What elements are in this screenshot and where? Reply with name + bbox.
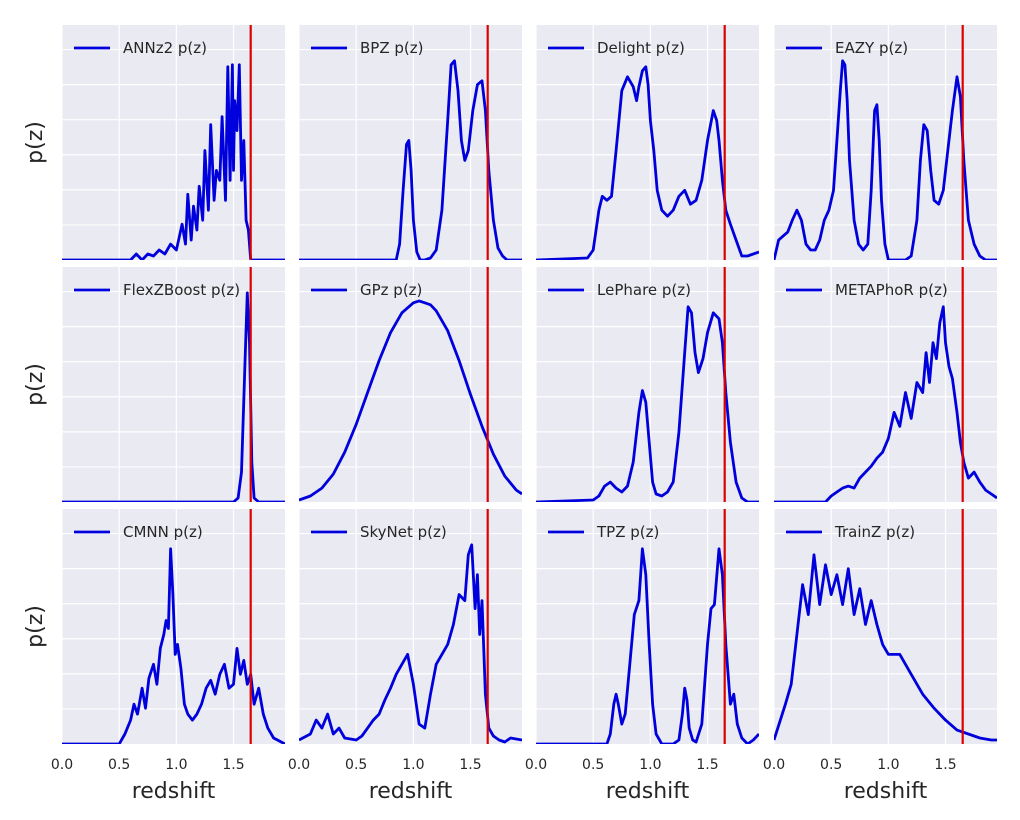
legend-label: GPz p(z) xyxy=(360,281,422,299)
x-tick-label: 0.0 xyxy=(763,757,785,773)
panel-8: CMNN p(z) p(z) 0.0 0.5 1.0 1.5 redshift xyxy=(23,509,285,804)
pz-curve xyxy=(536,65,759,260)
pz-curve xyxy=(774,553,997,742)
x-tick-label: 0.5 xyxy=(820,757,842,773)
legend-label: Delight p(z) xyxy=(597,39,685,57)
panel-background xyxy=(774,25,997,260)
panel-2: Delight p(z) xyxy=(535,25,759,260)
legend-label: LePhare p(z) xyxy=(597,281,691,299)
x-tick-label: 0.0 xyxy=(51,757,73,773)
pz-curve xyxy=(62,291,285,502)
y-axis-label: p(z) xyxy=(23,605,48,648)
x-tick-label: 1.0 xyxy=(165,757,187,773)
panel-7: METAPhoR p(z) xyxy=(773,267,997,502)
pz-curve xyxy=(299,543,522,744)
x-tick-label: 1.0 xyxy=(877,757,899,773)
x-tick-label: 0.5 xyxy=(582,757,604,773)
x-tick-label: 0.0 xyxy=(525,757,547,773)
x-axis-label: redshift xyxy=(369,779,453,804)
legend-label: TrainZ p(z) xyxy=(834,523,915,541)
panel-background xyxy=(536,267,759,502)
pz-curve xyxy=(536,547,759,744)
pz-curve xyxy=(299,299,522,502)
pz-curve xyxy=(62,63,285,260)
panel-11: TrainZ p(z) 0.0 0.5 1.0 1.5 redshift xyxy=(763,509,997,804)
panel-background xyxy=(774,509,997,744)
y-axis-label: p(z) xyxy=(23,363,48,406)
pz-curve xyxy=(774,305,997,502)
x-tick-label: 1.0 xyxy=(639,757,661,773)
x-tick-label: 1.5 xyxy=(696,757,718,773)
legend-label: CMNN p(z) xyxy=(123,523,203,541)
x-tick-label: 0.5 xyxy=(108,757,130,773)
panel-10: TPZ p(z) 0.0 0.5 1.0 1.5 redshift xyxy=(525,509,759,804)
legend-label: SkyNet p(z) xyxy=(360,523,447,541)
pz-curve xyxy=(536,305,759,502)
x-tick-label: 0.0 xyxy=(288,757,310,773)
legend-label: FlexZBoost p(z) xyxy=(123,281,240,299)
x-tick-label: 0.5 xyxy=(345,757,367,773)
panel-background xyxy=(774,267,997,502)
panel-6: LePhare p(z) xyxy=(535,267,759,502)
pz-curve xyxy=(299,59,522,260)
y-axis-label: p(z) xyxy=(23,121,48,164)
legend-label: ANNz2 p(z) xyxy=(123,39,207,57)
x-tick-label: 1.5 xyxy=(934,757,956,773)
legend-label: EAZY p(z) xyxy=(835,39,908,57)
panel-background xyxy=(299,25,522,260)
x-tick-label: 1.5 xyxy=(459,757,481,773)
x-tick-label: 1.5 xyxy=(222,757,244,773)
panel-background xyxy=(536,25,759,260)
panel-background xyxy=(299,509,522,744)
panel-1: BPZ p(z) xyxy=(298,25,522,260)
x-axis-label: redshift xyxy=(844,779,928,804)
x-tick-label: 1.0 xyxy=(402,757,424,773)
panel-4: FlexZBoost p(z) p(z) xyxy=(23,267,285,502)
legend-label: BPZ p(z) xyxy=(360,39,423,57)
panel-5: GPz p(z) xyxy=(298,267,522,502)
pz-curve xyxy=(774,59,997,260)
x-axis-label: redshift xyxy=(606,779,690,804)
panel-3: EAZY p(z) xyxy=(773,25,997,260)
legend-label: TPZ p(z) xyxy=(596,523,659,541)
legend-label: METAPhoR p(z) xyxy=(835,281,948,299)
panel-0: ANNz2 p(z) p(z) xyxy=(23,25,285,260)
pz-curve xyxy=(62,547,285,744)
panel-background xyxy=(62,25,285,260)
x-axis-label: redshift xyxy=(132,779,216,804)
panel-9: SkyNet p(z) 0.0 0.5 1.0 1.5 redshift xyxy=(288,509,522,804)
